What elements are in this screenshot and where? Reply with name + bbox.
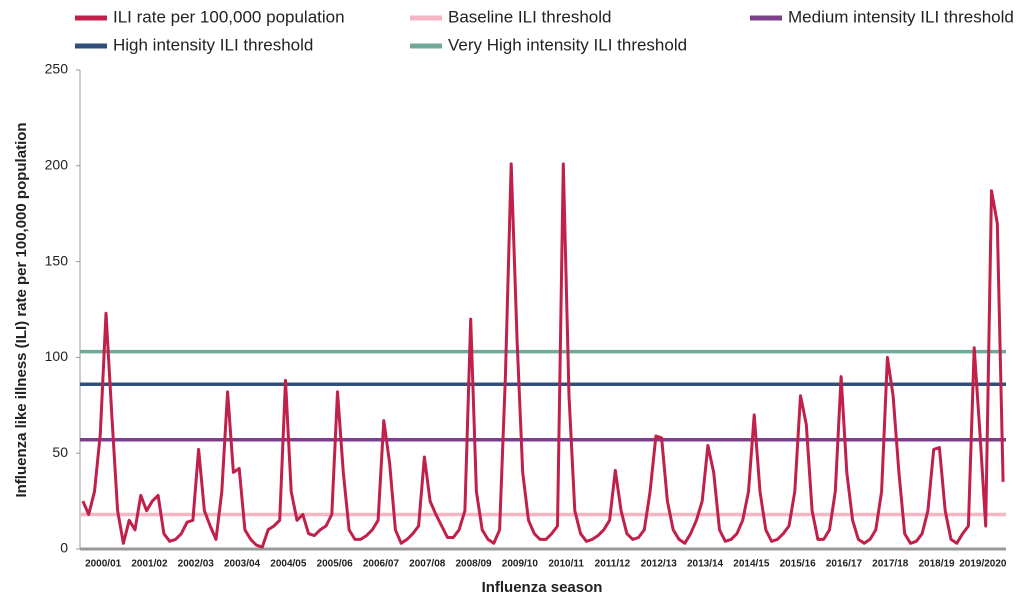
- x-tick-label: 2011/12: [595, 559, 631, 570]
- x-tick-label: 2007/08: [409, 559, 446, 570]
- y-tick-label: 200: [45, 157, 69, 173]
- x-tick-label: 2009/10: [502, 559, 539, 570]
- x-tick-label: 2018/19: [918, 559, 955, 570]
- x-tick-label: 2016/17: [826, 559, 863, 570]
- x-tick-label: 2004/05: [270, 559, 307, 570]
- y-tick-label: 100: [45, 348, 69, 364]
- legend-label: High intensity ILI threshold: [113, 35, 313, 54]
- ili-line: [81, 162, 1005, 549]
- x-tick-label: 2006/07: [363, 559, 400, 570]
- legend-label: Baseline ILI threshold: [448, 7, 612, 26]
- x-tick-label: 2017/18: [872, 559, 909, 570]
- x-tick-label: 2014/15: [733, 559, 770, 570]
- y-tick-label: 250: [45, 61, 69, 77]
- x-axis-label: Influenza season: [482, 579, 603, 596]
- y-tick-label: 50: [52, 444, 68, 460]
- x-tick-label: 2010/11: [548, 559, 584, 570]
- y-tick-label: 0: [60, 540, 68, 556]
- x-tick-label: 2013/14: [687, 559, 724, 570]
- x-tick-label: 2001/02: [131, 559, 168, 570]
- y-axis-label: Influenza like illness (ILI) rate per 10…: [13, 122, 30, 497]
- x-tick-label: 2003/04: [224, 559, 261, 570]
- x-tick-label: 2005/06: [317, 559, 354, 570]
- legend-label: ILI rate per 100,000 population: [113, 7, 345, 26]
- legend-label: Medium intensity ILI threshold: [788, 7, 1014, 26]
- x-tick-label: 2008/09: [455, 559, 492, 570]
- legend-label: Very High intensity ILI threshold: [448, 35, 687, 54]
- x-tick-label: 2019/2020: [959, 559, 1007, 570]
- x-tick-label: 2015/16: [780, 559, 817, 570]
- x-tick-label: 2002/03: [178, 559, 215, 570]
- y-tick-label: 150: [45, 252, 69, 268]
- x-tick-label: 2012/13: [641, 559, 678, 570]
- x-tick-label: 2000/01: [85, 559, 122, 570]
